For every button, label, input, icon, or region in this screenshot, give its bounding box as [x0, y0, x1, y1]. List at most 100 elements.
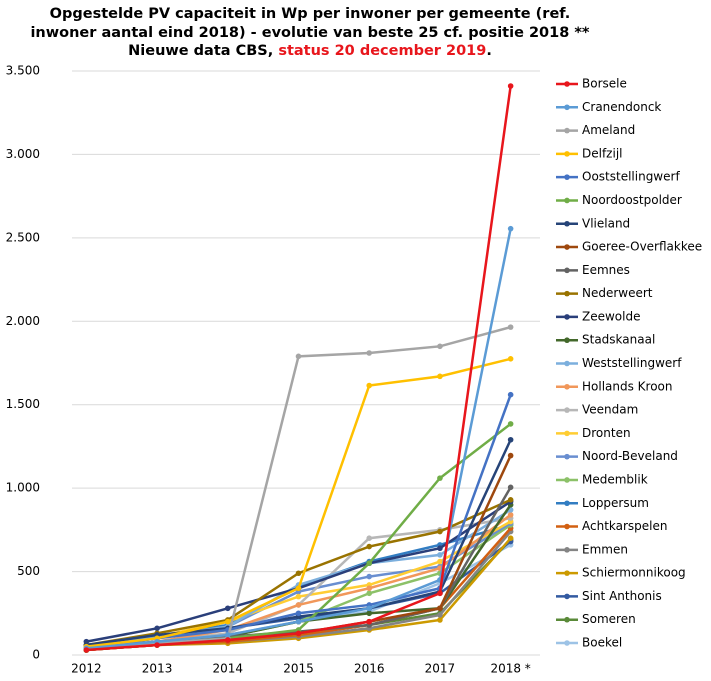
data-point	[437, 475, 443, 481]
x-tick-label: 2017	[425, 662, 456, 676]
legend-label: Borsele	[582, 77, 627, 91]
legend-label: Vlieland	[582, 216, 630, 230]
legend-marker	[564, 453, 570, 460]
data-point	[437, 528, 443, 535]
data-point	[366, 585, 373, 592]
legend-marker	[564, 616, 570, 623]
legend-label: Ooststellingwerf	[582, 170, 680, 184]
legend-label: Sint Anthonis	[582, 589, 662, 603]
chart-title-highlight: status 20 december 2019	[278, 43, 486, 59]
legend-marker	[564, 174, 570, 180]
data-point	[437, 373, 443, 380]
legend-label: Achtkarspelen	[582, 519, 668, 533]
data-point	[224, 632, 231, 638]
legend-marker	[564, 244, 570, 250]
legend-marker	[564, 640, 570, 646]
data-point	[507, 452, 514, 459]
data-point	[507, 225, 514, 232]
data-point	[224, 605, 231, 612]
y-tick-label: 3.500	[6, 64, 40, 78]
legend-marker	[564, 593, 570, 600]
data-point	[507, 436, 514, 443]
data-point	[507, 484, 514, 491]
data-point	[366, 560, 373, 567]
data-point	[507, 356, 514, 362]
legend-label: Noord-Beveland	[582, 449, 678, 463]
legend-marker	[564, 523, 570, 530]
data-point	[295, 585, 302, 592]
data-point	[507, 421, 514, 427]
legend-label: Cranendonck	[582, 100, 661, 114]
legend-marker	[564, 267, 570, 274]
data-point	[507, 324, 514, 330]
chart-title: .	[486, 43, 492, 59]
legend-label: Zeewolde	[582, 309, 640, 323]
data-point	[507, 535, 514, 541]
x-tick-label: 2014	[213, 662, 244, 676]
legend-marker	[564, 383, 570, 390]
x-tick-label: 2018 *	[490, 662, 530, 676]
legend-label: Schiermonnikoog	[582, 566, 686, 580]
legend-label: Loppersum	[582, 496, 649, 510]
x-tick-label: 2016	[354, 662, 385, 676]
legend-label: Delfzijl	[582, 146, 622, 160]
x-tick-label: 2013	[142, 662, 173, 676]
x-tick-label: 2015	[283, 662, 314, 676]
legend-marker	[564, 220, 570, 227]
data-point	[437, 558, 443, 565]
legend-label: Weststellingwerf	[582, 356, 682, 370]
y-tick-label: 500	[17, 564, 40, 578]
data-point	[224, 637, 231, 643]
legend-marker	[564, 81, 570, 87]
chart-title: Nieuwe data CBS, status 20 december 2019…	[128, 43, 492, 59]
legend-label: Eemnes	[582, 263, 630, 277]
data-point	[507, 497, 514, 503]
y-tick-label: 2.000	[6, 314, 40, 328]
data-point	[437, 590, 443, 597]
legend-marker	[564, 104, 570, 111]
data-point	[366, 535, 373, 541]
y-tick-label: 1.500	[6, 397, 40, 411]
legend-marker	[564, 547, 570, 553]
data-point	[366, 382, 373, 389]
data-point	[437, 545, 443, 552]
legend-marker	[564, 151, 570, 157]
legend-marker	[564, 290, 570, 297]
data-point	[154, 642, 160, 648]
data-point	[437, 552, 443, 558]
legend-label: Emmen	[582, 542, 628, 556]
legend-label: Hollands Kroon	[582, 379, 673, 393]
y-tick-label: 3.000	[6, 147, 40, 161]
data-point	[366, 543, 373, 550]
data-point	[295, 353, 302, 360]
legend-marker	[564, 570, 570, 576]
legend-marker	[564, 314, 570, 320]
legend-marker	[564, 477, 570, 483]
y-tick-label: 2.500	[6, 230, 40, 244]
y-tick-label: 0	[32, 648, 40, 662]
data-point	[366, 618, 373, 625]
legend-label: Goeree-Overflakkee	[582, 240, 702, 254]
legend-marker	[564, 430, 570, 437]
data-point	[507, 512, 514, 518]
legend-label: Medemblik	[582, 472, 648, 486]
legend-label: Nederweert	[582, 286, 653, 300]
x-tick-label: 2012	[71, 662, 102, 676]
data-point	[295, 570, 302, 577]
legend-marker	[564, 500, 570, 507]
data-point	[437, 617, 443, 623]
data-point	[295, 610, 302, 617]
data-point	[83, 647, 90, 653]
data-point	[507, 391, 514, 398]
legend-label: Boekel	[582, 636, 622, 650]
data-point	[295, 618, 302, 625]
data-point	[295, 630, 302, 637]
legend-marker	[564, 407, 570, 413]
y-tick-label: 1.000	[6, 481, 40, 495]
data-point	[437, 612, 443, 618]
legend-marker	[564, 197, 570, 204]
chart-title: inwoner aantal eind 2018) - evolutie van…	[30, 25, 589, 41]
data-point	[295, 602, 302, 608]
legend-label: Dronten	[582, 426, 631, 440]
legend-marker	[564, 337, 570, 344]
